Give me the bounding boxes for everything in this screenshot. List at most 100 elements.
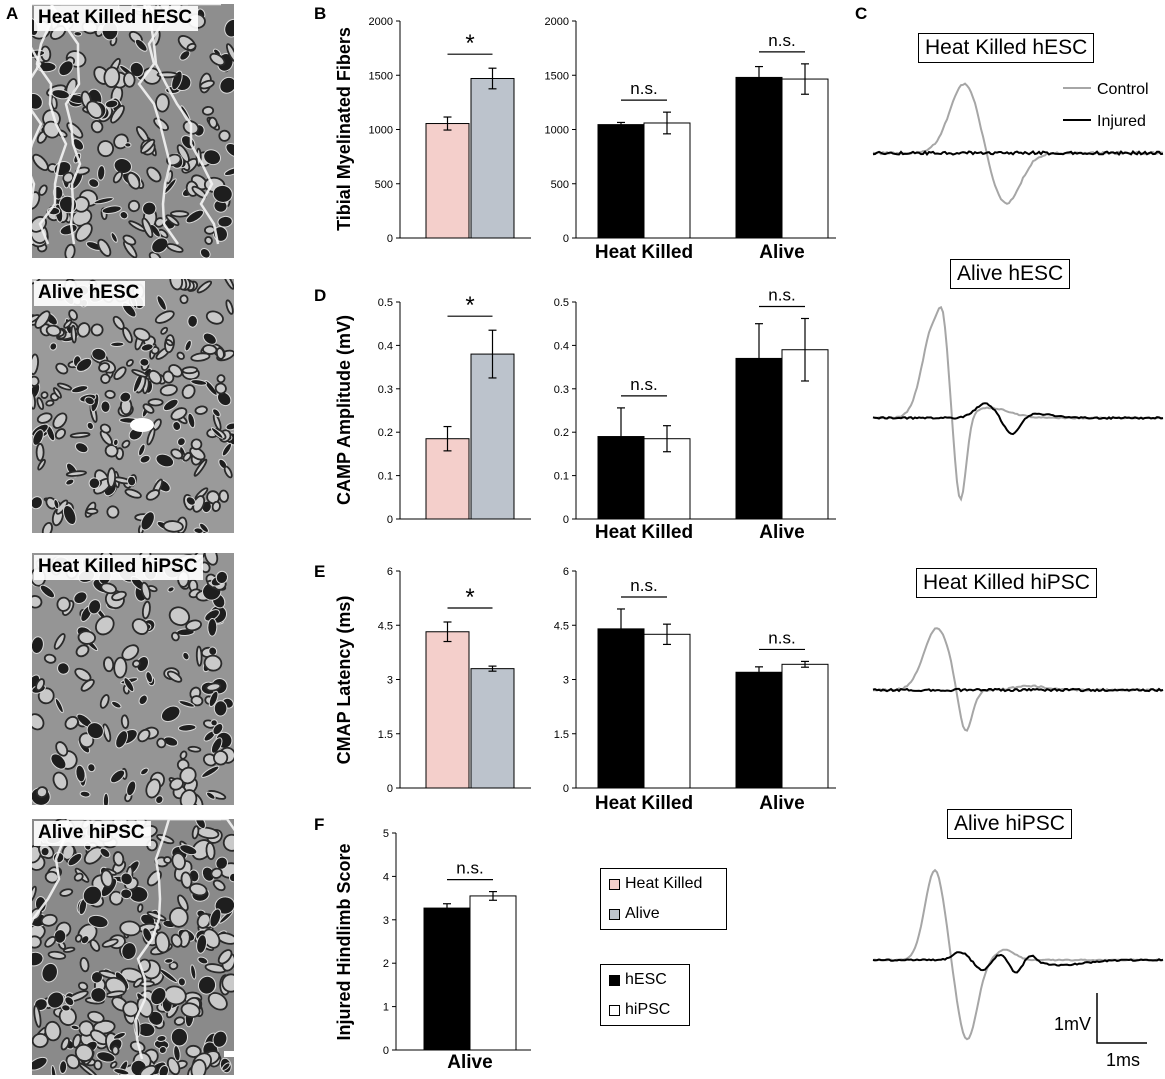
axon bbox=[35, 678, 45, 692]
axon bbox=[121, 942, 137, 961]
axon bbox=[75, 222, 93, 242]
axon bbox=[155, 795, 164, 804]
control-trace bbox=[873, 305, 1164, 502]
axon bbox=[207, 992, 228, 1011]
y-tick-label: 0 bbox=[563, 514, 569, 526]
axon bbox=[165, 339, 174, 347]
significance-ns: n.s. bbox=[630, 576, 657, 595]
legend-label: hESC bbox=[625, 971, 667, 988]
bar bbox=[425, 123, 470, 239]
axon bbox=[37, 458, 46, 471]
y-tick-label: 1 bbox=[383, 1002, 389, 1014]
axon bbox=[125, 359, 134, 367]
axon bbox=[73, 872, 84, 882]
axon bbox=[69, 432, 91, 439]
axon bbox=[203, 553, 219, 566]
connective-tissue bbox=[32, 4, 153, 244]
significance-ns: n.s. bbox=[630, 375, 657, 394]
axon bbox=[51, 89, 70, 100]
axon bbox=[199, 247, 211, 258]
axon bbox=[181, 366, 199, 375]
axon bbox=[104, 389, 116, 399]
axon bbox=[140, 343, 154, 352]
trace-title: Heat Killed hESC bbox=[918, 33, 1095, 63]
axon bbox=[145, 489, 161, 501]
axon bbox=[100, 869, 114, 888]
axon bbox=[182, 651, 190, 661]
axon bbox=[106, 505, 120, 519]
legend-item-hesc: hESC bbox=[601, 965, 689, 995]
axon bbox=[170, 933, 183, 948]
axon bbox=[73, 591, 88, 605]
axon bbox=[162, 370, 175, 384]
axon bbox=[170, 448, 184, 460]
chart-d-right: 0 0.1 0.2 0.3 0.4 0.5 n.s. Heat Killed n.s. Alive bbox=[554, 285, 836, 543]
micrograph-label: Alive hESC bbox=[34, 281, 146, 306]
axon bbox=[80, 678, 95, 692]
chart-e-left: 0 1.5 3 4.5 6 CMAP Latency (ms) * bbox=[334, 566, 531, 795]
axon bbox=[127, 199, 141, 213]
axon bbox=[110, 769, 126, 784]
chart-b-right: 0 500 1000 1500 2000 n.s. Heat Killed n.s. Alive bbox=[545, 16, 836, 263]
y-tick-label: 5 bbox=[383, 828, 389, 840]
axon bbox=[112, 438, 119, 447]
bar bbox=[597, 124, 645, 239]
axon bbox=[148, 251, 162, 258]
axon bbox=[103, 66, 121, 88]
axon bbox=[79, 956, 90, 973]
axon bbox=[52, 387, 62, 399]
axon bbox=[169, 777, 184, 791]
axon bbox=[214, 382, 227, 395]
axon bbox=[120, 872, 133, 886]
axon bbox=[185, 619, 202, 632]
axon bbox=[180, 871, 193, 889]
axon bbox=[212, 879, 226, 892]
axon bbox=[173, 1016, 186, 1026]
injured-trace bbox=[872, 951, 1164, 974]
panel-letter-a: A bbox=[6, 4, 19, 23]
axon bbox=[208, 116, 218, 129]
y-tick-label: 0.3 bbox=[378, 384, 393, 396]
y-tick-label: 0.1 bbox=[378, 471, 393, 483]
axon bbox=[158, 228, 169, 239]
axon bbox=[160, 705, 181, 723]
axon bbox=[65, 470, 87, 477]
vessel bbox=[130, 418, 154, 432]
axon bbox=[222, 279, 234, 290]
axon bbox=[120, 967, 144, 983]
axon bbox=[151, 237, 169, 254]
axon bbox=[208, 690, 219, 708]
significance-ns: n.s. bbox=[768, 628, 795, 647]
axon bbox=[165, 214, 180, 227]
axon bbox=[96, 1051, 116, 1063]
legend-cell-line: hESC hiPSC bbox=[600, 964, 690, 1026]
axon bbox=[148, 369, 162, 385]
bar bbox=[735, 671, 783, 789]
axon bbox=[120, 888, 133, 900]
axon bbox=[41, 962, 58, 983]
axon bbox=[202, 332, 217, 345]
axon bbox=[150, 346, 160, 355]
trace-pair bbox=[872, 868, 1164, 1041]
axon bbox=[40, 846, 50, 857]
axon bbox=[99, 847, 111, 858]
micrograph-alive-hesc: Alive hESC bbox=[32, 279, 234, 533]
axon bbox=[160, 326, 169, 335]
axon bbox=[194, 405, 208, 415]
axon bbox=[45, 324, 62, 337]
connective-tissue bbox=[134, 819, 221, 1060]
axon bbox=[228, 872, 234, 883]
axon bbox=[137, 903, 144, 913]
axon bbox=[166, 243, 184, 253]
axon bbox=[221, 1062, 231, 1071]
axon bbox=[131, 618, 149, 635]
axon bbox=[62, 946, 76, 953]
axon bbox=[50, 1064, 57, 1075]
axon bbox=[224, 18, 234, 38]
legend-label: Heat Killed bbox=[625, 875, 703, 892]
scale-bar-lines bbox=[1096, 993, 1147, 1044]
axon bbox=[186, 42, 197, 51]
bar bbox=[470, 353, 515, 520]
axon bbox=[112, 851, 125, 867]
y-tick-label: 1000 bbox=[545, 125, 569, 137]
